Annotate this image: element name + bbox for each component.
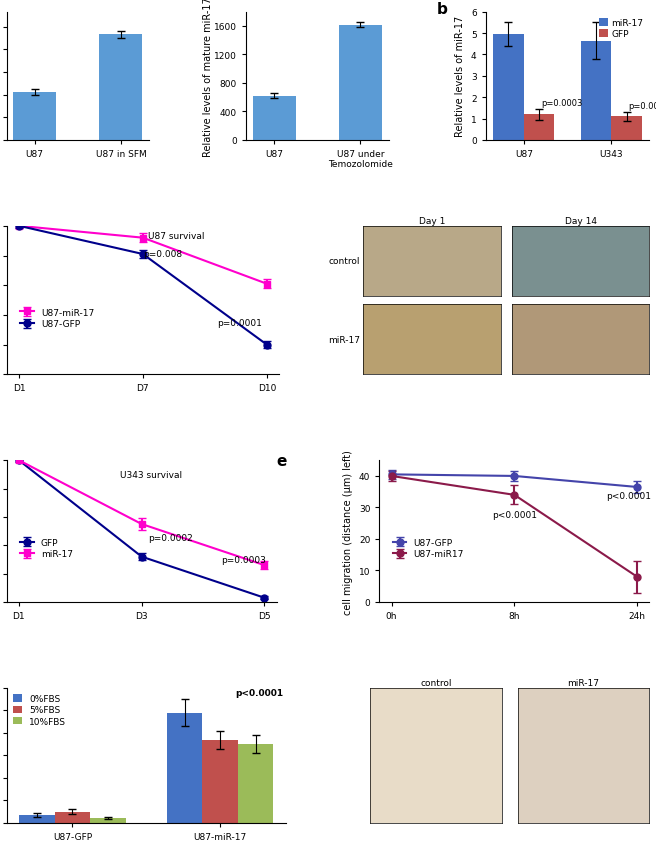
Text: e: e xyxy=(277,453,287,468)
Bar xyxy=(13,93,56,141)
Bar xyxy=(167,712,203,823)
Bar xyxy=(99,35,142,141)
Text: p=0.008: p=0.008 xyxy=(143,249,182,258)
Title: miR-17: miR-17 xyxy=(567,679,600,687)
Bar xyxy=(54,812,90,823)
Title: Day 1: Day 1 xyxy=(419,217,445,225)
Title: control: control xyxy=(420,679,451,687)
Bar xyxy=(581,41,611,141)
Legend: GFP, miR-17: GFP, miR-17 xyxy=(16,534,77,562)
Text: b: b xyxy=(437,3,447,18)
Bar xyxy=(19,815,54,823)
Y-axis label: control: control xyxy=(329,257,360,266)
Legend: U87-miR-17, U87-GFP: U87-miR-17, U87-GFP xyxy=(16,305,98,333)
Bar xyxy=(493,35,523,141)
Text: p=0.0002: p=0.0002 xyxy=(148,533,192,542)
Text: p=0.0003: p=0.0003 xyxy=(541,99,583,108)
Bar xyxy=(203,739,238,823)
Legend: miR-17, GFP: miR-17, GFP xyxy=(598,17,645,41)
Bar xyxy=(238,744,274,823)
Bar xyxy=(339,25,382,141)
Text: U87 survival: U87 survival xyxy=(148,231,205,241)
Y-axis label: miR-17: miR-17 xyxy=(329,335,360,344)
Text: U343 survival: U343 survival xyxy=(120,471,182,479)
Title: Day 14: Day 14 xyxy=(565,217,596,225)
Text: p<0.0001: p<0.0001 xyxy=(235,688,283,697)
Bar xyxy=(611,117,642,141)
Text: p=0.002: p=0.002 xyxy=(628,102,656,111)
Text: p=0.0003: p=0.0003 xyxy=(222,555,266,565)
Legend: U87-GFP, U87-miR17: U87-GFP, U87-miR17 xyxy=(389,534,468,562)
Y-axis label: cell migration (distance (µm) left): cell migration (distance (µm) left) xyxy=(343,449,353,614)
Y-axis label: Relative levels of miR-17: Relative levels of miR-17 xyxy=(455,16,465,138)
Bar xyxy=(90,819,126,823)
Bar xyxy=(523,115,554,141)
Text: p=0.0001: p=0.0001 xyxy=(217,319,262,328)
Text: p<0.0001: p<0.0001 xyxy=(606,491,651,500)
Bar xyxy=(253,97,296,141)
Y-axis label: Relative levels of mature miR-17: Relative levels of mature miR-17 xyxy=(203,0,213,156)
Legend: 0%FBS, 5%FBS, 10%FBS: 0%FBS, 5%FBS, 10%FBS xyxy=(11,693,68,728)
Text: p<0.0001: p<0.0001 xyxy=(492,511,537,519)
